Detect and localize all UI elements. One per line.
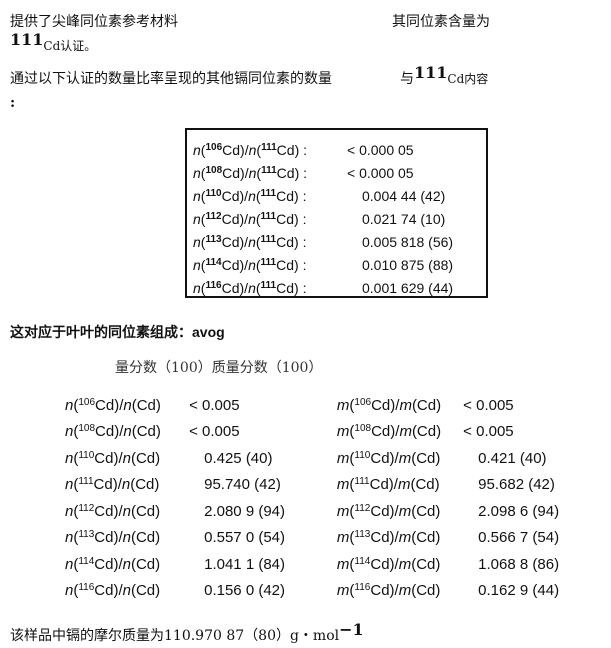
m-value: 0.162 9 (44) <box>478 582 560 600</box>
ratio-value: 0.021 74 (10) <box>362 210 446 227</box>
composition-row: n(114Cd)/n(Cd) 1.041 1 (84) m(114Cd)/m(Cd)… <box>65 551 611 578</box>
ratio-label: n(116Cd)/n(111Cd) : <box>193 279 307 296</box>
ratio-value: 0.004 44 (42) <box>362 187 446 204</box>
intro-line2-text: Cd认证。 <box>43 39 97 53</box>
ratio-value: < 0.000 05 <box>347 141 414 158</box>
ratio-row: n(110Cd)/n(111Cd) : 0.004 44 (42) <box>193 184 453 207</box>
molar-mass: 该样品中镉的摩尔质量为110.970 87（80）g・mol−1 <box>10 622 364 646</box>
ratio-label: n(113Cd)/n(111Cd) : <box>193 233 307 250</box>
m-value: 0.566 7 (54) <box>478 529 560 547</box>
composition-row: n(106Cd)/n(Cd) < 0.005 m(106Cd)/m(Cd) < 0.0… <box>65 392 611 419</box>
n-value: < 0.005 <box>189 396 240 414</box>
composition-row: n(112Cd)/n(Cd) 2.080 9 (94) m(112Cd)/m(Cd)… <box>65 498 611 525</box>
m-value: < 0.005 <box>463 396 514 414</box>
n-value: 1.041 1 (84) <box>204 555 285 573</box>
m-label: m(108Cd)/m(Cd) <box>336 423 442 441</box>
ratio-row: n(116Cd)/n(111Cd) : 0.001 629 (44) <box>193 276 453 299</box>
intro-line1-left: 提供了尖峰同位素参考材料 <box>10 14 178 30</box>
n-label: n(108Cd)/n(Cd) <box>65 423 161 441</box>
suffix: Cd内容 <box>447 72 489 86</box>
ratio-value: 0.010 875 (88) <box>362 256 454 273</box>
mass-number: 111 <box>10 30 44 49</box>
molar-mass-text: 该样品中镉的摩尔质量为110.970 87（80）g・mol <box>10 628 340 644</box>
composition-row: n(111Cd)/n(Cd) 95.740 (42) m(111Cd)/m(Cd) 9… <box>65 472 611 499</box>
m-label: m(114Cd)/m(Cd) <box>336 555 441 573</box>
m-label: m(113Cd)/m(Cd) <box>336 529 441 547</box>
m-label: m(111Cd)/m(Cd) <box>336 476 440 494</box>
ratio-row: n(112Cd)/n(111Cd) : 0.021 74 (10) <box>193 207 453 230</box>
exponent: −1 <box>339 620 364 639</box>
composition-heading: 这对应于叶叶的同位素组成：avog <box>10 322 225 343</box>
n-label: n(114Cd)/n(Cd) <box>65 555 161 573</box>
ratio-label: n(112Cd)/n(111Cd) : <box>193 210 307 227</box>
n-label: n(110Cd)/n(Cd) <box>65 449 161 467</box>
m-value: 0.421 (40) <box>478 449 547 467</box>
ratio-row: n(114Cd)/n(111Cd) : 0.010 875 (88) <box>193 253 453 276</box>
m-value: 2.098 6 (94) <box>478 502 560 520</box>
m-value: < 0.005 <box>463 423 514 441</box>
ratio-row: n(106Cd)/n(111Cd) : < 0.000 05 <box>193 138 453 161</box>
m-value: 1.068 8 (86) <box>478 555 560 573</box>
n-value: 0.557 0 (54) <box>204 529 285 547</box>
heading-suffix: avog <box>192 324 225 340</box>
n-label: n(106Cd)/n(Cd) <box>65 396 161 414</box>
composition-row: n(110Cd)/n(Cd) 0.425 (40) m(110Cd)/m(Cd) 0.… <box>65 445 611 472</box>
intro-line4: : <box>10 95 16 111</box>
n-label: n(112Cd)/n(Cd) <box>65 502 161 520</box>
m-value: 95.682 (42) <box>478 476 555 494</box>
m-label: m(116Cd)/m(Cd) <box>336 582 441 600</box>
ratio-row: n(108Cd)/n(111Cd) : < 0.000 05 <box>193 161 453 184</box>
n-label: n(113Cd)/n(Cd) <box>65 529 161 547</box>
n-label: n(111Cd)/n(Cd) <box>65 476 160 494</box>
prefix: 与 <box>400 71 414 87</box>
ratio-label: n(110Cd)/n(111Cd) : <box>193 187 307 204</box>
composition-row: n(108Cd)/n(Cd) < 0.005 m(108Cd)/m(Cd) < 0.0… <box>65 419 611 446</box>
composition-row: n(116Cd)/n(Cd) 0.156 0 (42) m(116Cd)/m(Cd)… <box>65 578 611 605</box>
n-label: n(116Cd)/n(Cd) <box>65 582 161 600</box>
m-label: m(106Cd)/m(Cd) <box>336 396 442 414</box>
m-label: m(112Cd)/m(Cd) <box>336 502 441 520</box>
heading-text: 这对应于叶叶的同位素组成： <box>10 325 192 341</box>
intro-line1-right: 其同位素含量为 <box>392 14 490 30</box>
ratio-value: 0.001 629 (44) <box>362 279 454 296</box>
ratio-row: n(113Cd)/n(111Cd) : 0.005 818 (56) <box>193 230 453 253</box>
ratio-label: n(114Cd)/n(111Cd) : <box>193 256 307 273</box>
ratio-value: 0.005 818 (56) <box>362 233 454 250</box>
ratio-label: n(106Cd)/n(111Cd) : <box>193 141 308 158</box>
column-headers: 量分数（100）质量分数（100） <box>115 360 323 376</box>
composition-table: n(106Cd)/n(Cd) < 0.005 m(106Cd)/m(Cd) < 0.0… <box>65 392 611 604</box>
n-value: < 0.005 <box>189 423 240 441</box>
n-value: 2.080 9 (94) <box>204 502 285 520</box>
ratio-label: n(108Cd)/n(111Cd) : <box>193 164 308 181</box>
mass-number: 111 <box>414 63 448 82</box>
m-label: m(110Cd)/m(Cd) <box>336 449 441 467</box>
intro-line3-left: 通过以下认证的数量比率呈现的其他镉同位素的数量 <box>10 71 332 87</box>
intro-line3-right: 与111Cd内容 <box>400 65 489 89</box>
certified-ratio-box: n(106Cd)/n(111Cd) : < 0.000 05 n(108Cd)/n(… <box>185 128 488 298</box>
composition-row: n(113Cd)/n(Cd) 0.557 0 (54) m(113Cd)/m(Cd)… <box>65 525 611 552</box>
ratio-value: < 0.000 05 <box>347 164 414 181</box>
n-value: 95.740 (42) <box>204 476 281 494</box>
n-value: 0.425 (40) <box>204 449 273 467</box>
n-value: 0.156 0 (42) <box>204 582 285 600</box>
intro-line2: 111Cd认证。 <box>10 32 97 56</box>
